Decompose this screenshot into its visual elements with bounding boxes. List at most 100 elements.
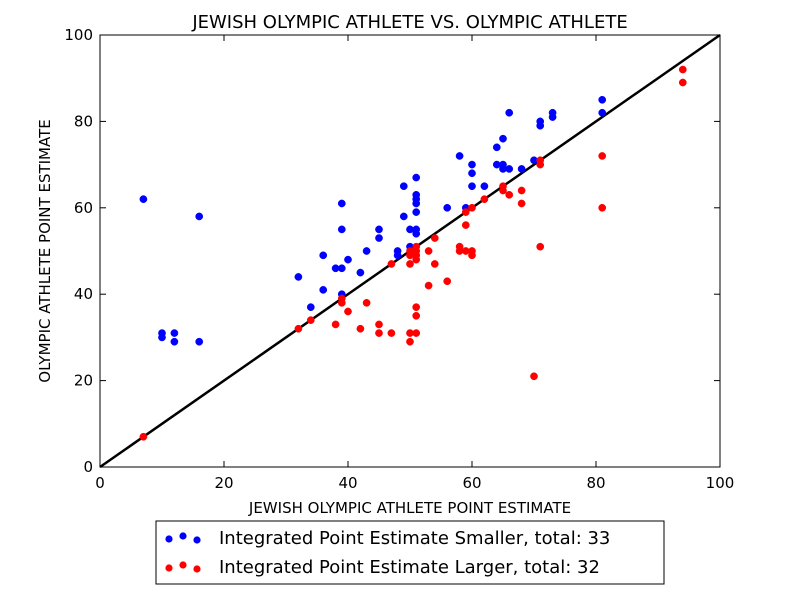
- point-larger: [412, 329, 421, 337]
- point-larger: [480, 195, 489, 204]
- point-larger: [412, 303, 421, 312]
- point-smaller: [337, 264, 346, 273]
- point-smaller: [294, 273, 303, 281]
- point-smaller: [356, 268, 365, 277]
- point-larger: [375, 320, 383, 329]
- point-smaller: [306, 303, 315, 312]
- point-larger: [387, 260, 396, 268]
- point-larger: [461, 208, 470, 216]
- y-tick-label: 40: [74, 285, 93, 303]
- point-larger: [412, 311, 421, 320]
- point-larger: [517, 199, 526, 208]
- point-smaller: [412, 229, 421, 238]
- point-smaller: [548, 113, 557, 121]
- x-axis-label: JEWISH OLYMPIC ATHLETE POINT ESTIMATE: [248, 499, 571, 517]
- point-larger: [331, 320, 340, 329]
- point-smaller: [505, 165, 514, 173]
- point-smaller: [399, 182, 408, 191]
- point-larger: [678, 65, 687, 74]
- point-smaller: [399, 212, 408, 221]
- legend-marker-dot: [193, 565, 201, 573]
- point-larger: [468, 251, 476, 260]
- y-tick-label: 0: [83, 458, 93, 476]
- x-tick-label: 40: [338, 474, 357, 492]
- point-smaller: [492, 143, 501, 152]
- point-smaller: [468, 160, 476, 169]
- x-axis-ticks: 0 20 40 60 80 100: [95, 35, 734, 492]
- y-axis-label: OLYMPIC ATHLETE POINT ESTIMATE: [36, 119, 54, 382]
- point-larger: [406, 260, 414, 268]
- point-smaller: [319, 251, 328, 260]
- point-larger: [598, 203, 607, 212]
- chart-title: JEWISH OLYMPIC ATHLETE VS. OLYMPIC ATHLE…: [191, 12, 627, 33]
- point-larger: [424, 281, 433, 290]
- y-tick-label: 20: [74, 372, 93, 390]
- legend-marker-dot: [179, 561, 187, 569]
- legend-marker-dot: [165, 535, 173, 543]
- point-smaller: [195, 337, 204, 346]
- point-smaller: [536, 121, 545, 130]
- point-smaller: [412, 208, 421, 216]
- point-larger: [443, 277, 452, 286]
- point-smaller: [468, 182, 476, 191]
- legend: Integrated Point Estimate Smaller, total…: [155, 520, 665, 585]
- point-smaller: [505, 108, 514, 117]
- point-larger: [598, 152, 607, 160]
- plot-area-frame: [99, 34, 721, 468]
- point-larger: [344, 307, 352, 316]
- x-tick-label: 60: [462, 474, 481, 492]
- point-smaller: [362, 247, 371, 255]
- point-larger: [362, 298, 371, 307]
- y-tick-label: 60: [74, 199, 93, 217]
- y-axis-ticks: 0 20 40 60 80 100: [64, 26, 720, 476]
- point-larger: [375, 329, 383, 337]
- point-larger: [430, 234, 439, 242]
- point-larger: [387, 329, 396, 337]
- point-smaller: [170, 337, 179, 346]
- y-tick-label: 100: [64, 26, 93, 44]
- point-smaller: [598, 95, 607, 104]
- point-larger: [139, 432, 148, 441]
- point-larger: [461, 221, 470, 229]
- point-larger: [499, 186, 507, 195]
- point-smaller: [412, 173, 421, 182]
- point-smaller: [455, 152, 464, 160]
- x-tick-label: 0: [95, 474, 105, 492]
- point-smaller: [375, 234, 383, 242]
- legend-marker-dot: [165, 564, 173, 572]
- point-larger: [337, 298, 346, 307]
- legend-marker-dot: [193, 536, 201, 544]
- point-larger: [468, 203, 476, 212]
- legend-marker-dot: [179, 532, 187, 540]
- point-smaller: [319, 286, 328, 294]
- legend-box: [155, 520, 665, 585]
- point-smaller: [393, 251, 402, 260]
- point-smaller: [344, 255, 352, 264]
- legend-label-larger: Integrated Point Estimate Larger, total:…: [219, 557, 600, 578]
- point-larger: [430, 260, 439, 268]
- x-tick-label: 100: [706, 474, 735, 492]
- x-tick-label: 80: [586, 474, 605, 492]
- legend-marker-larger: [165, 561, 201, 573]
- x-tick-label: 20: [214, 474, 233, 492]
- point-smaller: [375, 225, 383, 234]
- point-larger: [530, 372, 538, 381]
- legend-marker-smaller: [165, 532, 201, 544]
- point-smaller: [480, 182, 489, 191]
- point-smaller: [195, 212, 204, 221]
- point-larger: [406, 337, 414, 346]
- point-smaller: [468, 169, 476, 178]
- legend-label-smaller: Integrated Point Estimate Smaller, total…: [219, 528, 610, 549]
- point-larger: [536, 160, 545, 169]
- point-larger: [536, 242, 545, 251]
- point-smaller: [158, 333, 166, 342]
- point-larger: [678, 78, 687, 87]
- y-tick-label: 80: [74, 112, 93, 130]
- point-larger: [356, 324, 365, 333]
- point-smaller: [337, 199, 346, 208]
- point-smaller: [443, 203, 452, 212]
- point-larger: [517, 186, 526, 195]
- point-smaller: [139, 195, 148, 204]
- point-smaller: [412, 199, 421, 208]
